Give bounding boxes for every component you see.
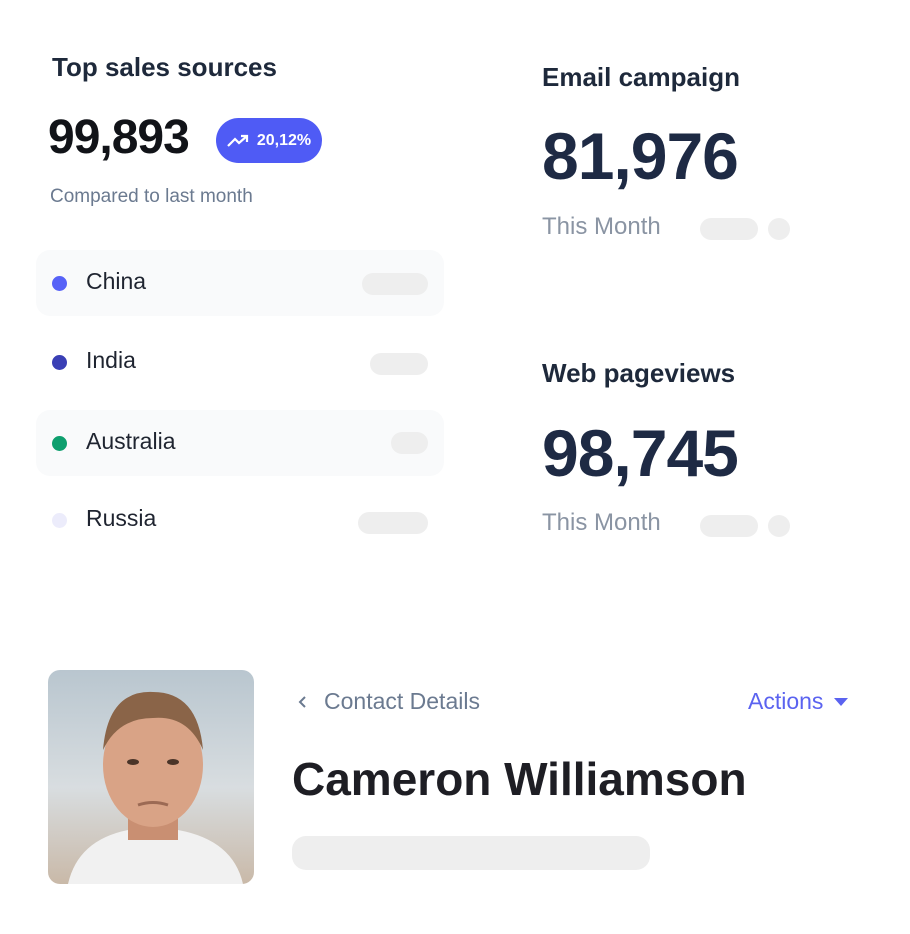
placeholder xyxy=(768,515,790,537)
back-link[interactable]: Contact Details xyxy=(296,688,480,715)
value-placeholder xyxy=(391,432,428,454)
source-name: India xyxy=(86,347,136,373)
value-placeholder xyxy=(358,512,428,534)
india-dot xyxy=(52,355,67,370)
source-row-china[interactable]: China xyxy=(36,250,444,316)
source-row-australia[interactable]: Australia xyxy=(36,410,444,476)
email-period: This Month xyxy=(542,213,661,240)
web-value: 98,745 xyxy=(542,416,739,490)
compare-text: Compared to last month xyxy=(50,186,253,207)
chevron-left-icon xyxy=(298,695,306,708)
placeholder xyxy=(700,218,758,240)
web-title: Web pageviews xyxy=(542,358,736,388)
caret-down-icon xyxy=(834,697,849,706)
actions-button[interactable]: Actions xyxy=(748,688,849,715)
email-title: Email campaign xyxy=(542,62,740,92)
australia-dot xyxy=(52,436,67,451)
source-row-russia[interactable]: Russia xyxy=(36,487,444,553)
placeholder xyxy=(768,218,790,240)
sales-title: Top sales sources xyxy=(52,52,277,82)
back-label: Contact Details xyxy=(324,688,480,714)
china-dot xyxy=(52,276,67,291)
change-value: 20,12% xyxy=(256,131,312,149)
contact-name: Cameron Williamson xyxy=(292,753,747,805)
source-row-india[interactable]: India xyxy=(36,329,444,395)
email-value: 81,976 xyxy=(542,119,739,193)
placeholder xyxy=(292,836,650,870)
source-name: Australia xyxy=(86,428,176,454)
placeholder xyxy=(700,515,758,537)
russia-dot xyxy=(52,513,67,528)
actions-label: Actions xyxy=(748,688,824,714)
avatar xyxy=(48,670,254,884)
change-badge: 20,12% xyxy=(216,118,322,163)
sales-total: 99,893 xyxy=(48,111,190,164)
value-placeholder xyxy=(370,353,428,375)
web-period: This Month xyxy=(542,509,661,536)
source-name: China xyxy=(86,268,147,294)
source-name: Russia xyxy=(86,505,157,531)
trending-up-icon xyxy=(227,134,248,147)
value-placeholder xyxy=(362,273,428,295)
